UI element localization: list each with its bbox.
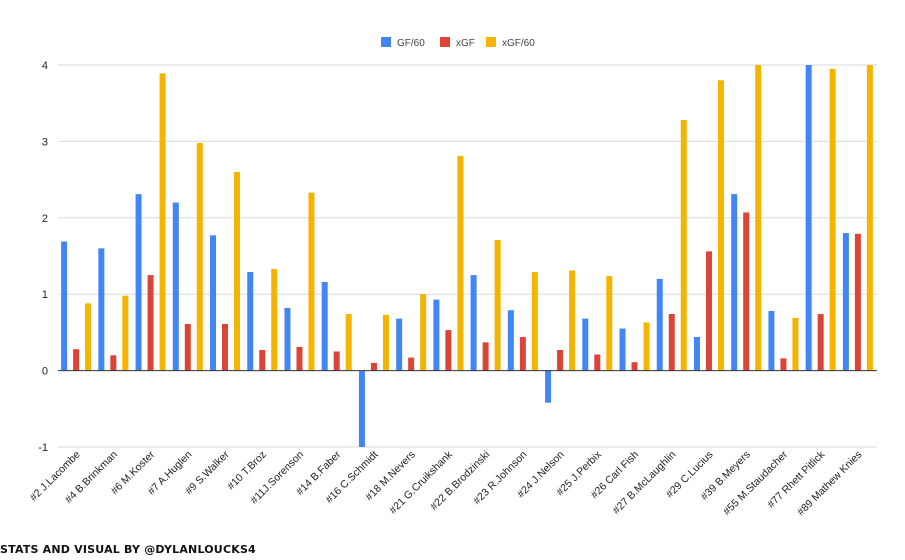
bar-xgf xyxy=(184,324,191,371)
bar-gf-60 xyxy=(433,299,440,371)
y-axis-ticks: -1 0 1 2 3 4 xyxy=(38,60,48,454)
bar-xgf xyxy=(333,351,340,371)
bar-gf-60 xyxy=(619,328,626,371)
legend-label: xGF xyxy=(456,38,475,49)
legend-swatch xyxy=(486,37,496,47)
bar-xgf xyxy=(408,357,415,371)
x-category-label: #55 M.Staudacher xyxy=(721,448,791,518)
bar-xgf xyxy=(370,362,377,371)
bar-gf-60 xyxy=(805,65,812,371)
bar-xgf xyxy=(557,349,564,371)
bar-gf-60 xyxy=(545,370,552,403)
bar-gf-60 xyxy=(842,233,849,371)
bar-gf-60 xyxy=(768,311,775,371)
bar-xgf xyxy=(854,233,861,371)
watermark-credit: STATS AND VISUAL BY @DYLANLOUCKS4 xyxy=(0,543,256,556)
legend-swatch xyxy=(440,37,450,47)
bar-xgf-60 xyxy=(234,171,241,371)
bar-gf-60 xyxy=(693,336,700,371)
bar-xgf-60 xyxy=(122,295,129,371)
bar-gf-60 xyxy=(358,370,365,447)
y-tick-label: 0 xyxy=(42,366,48,378)
bar-xgf xyxy=(110,355,117,371)
bar-gf-60 xyxy=(396,318,403,371)
bar-xgf-60 xyxy=(85,303,92,371)
bar-xgf xyxy=(259,349,266,371)
bar-xgf xyxy=(594,354,601,371)
bar-gf-60 xyxy=(656,278,663,371)
bar-xgf-60 xyxy=(196,142,203,371)
y-tick-label: 1 xyxy=(42,289,48,301)
bar-xgf-60 xyxy=(457,155,464,371)
bar-xgf xyxy=(296,346,303,371)
bar-gf-60 xyxy=(98,248,105,371)
bar-series xyxy=(61,65,873,447)
bar-xgf-60 xyxy=(382,314,389,371)
y-tick-label: 4 xyxy=(42,60,48,72)
bar-xgf-60 xyxy=(606,275,613,371)
bar-xgf xyxy=(780,358,787,371)
bar-gf-60 xyxy=(507,310,514,371)
y-tick-label: 2 xyxy=(42,213,48,225)
bar-xgf-60 xyxy=(755,65,762,371)
bar-xgf xyxy=(445,330,452,371)
bar-xgf-60 xyxy=(643,322,650,371)
bar-xgf xyxy=(705,251,712,371)
x-category-label: #27 B.McLaughlin xyxy=(610,449,678,517)
bar-xgf-60 xyxy=(271,268,278,371)
bar-gf-60 xyxy=(470,275,477,371)
bar-gf-60 xyxy=(135,194,142,371)
bar-xgf-60 xyxy=(569,270,576,371)
bar-xgf xyxy=(631,362,638,371)
bar-gf-60 xyxy=(247,272,254,371)
bar-gf-60 xyxy=(582,318,589,371)
bar-gf-60 xyxy=(61,241,68,371)
legend-label: xGF/60 xyxy=(502,38,535,49)
bar-xgf-60 xyxy=(494,239,501,371)
bar-xgf-60 xyxy=(159,73,166,371)
bar-gf-60 xyxy=(284,307,291,371)
legend-label: GF/60 xyxy=(397,38,425,49)
bar-xgf xyxy=(73,349,80,371)
bar-xgf-60 xyxy=(680,120,687,371)
gridlines xyxy=(58,64,877,448)
bar-xgf xyxy=(222,324,229,371)
y-tick-label: 3 xyxy=(42,136,48,148)
bar-xgf-60 xyxy=(717,80,724,371)
bar-xgf xyxy=(147,275,154,371)
bar-xgf xyxy=(519,336,526,371)
bar-gf-60 xyxy=(210,235,217,371)
bar-gf-60 xyxy=(321,281,328,371)
bar-gf-60 xyxy=(172,202,179,371)
bar-xgf-60 xyxy=(792,317,799,371)
bar-xgf-60 xyxy=(866,65,873,371)
y-tick-label: -1 xyxy=(38,442,48,454)
bar-xgf-60 xyxy=(308,192,315,371)
x-category-label: #21 G.Cruikshank xyxy=(387,448,455,516)
legend-swatch xyxy=(381,37,391,47)
bar-xgf-60 xyxy=(829,68,836,371)
bar-xgf xyxy=(743,212,750,371)
bar-gf-60 xyxy=(731,194,738,371)
x-category-label: #89 Mathew Knies xyxy=(795,449,865,519)
bar-xgf-60 xyxy=(345,314,352,371)
bar-xgf xyxy=(817,314,824,371)
bar-xgf-60 xyxy=(531,272,538,371)
bar-xgf xyxy=(668,314,675,371)
x-axis-labels: #2 J.Lacombe#4 B.Brinkman#6 M.Koster#7 A… xyxy=(28,448,865,518)
bar-xgf xyxy=(482,342,489,371)
legend: GF/60 xGF xGF/60 xyxy=(381,37,535,49)
bar-xgf-60 xyxy=(420,294,427,371)
